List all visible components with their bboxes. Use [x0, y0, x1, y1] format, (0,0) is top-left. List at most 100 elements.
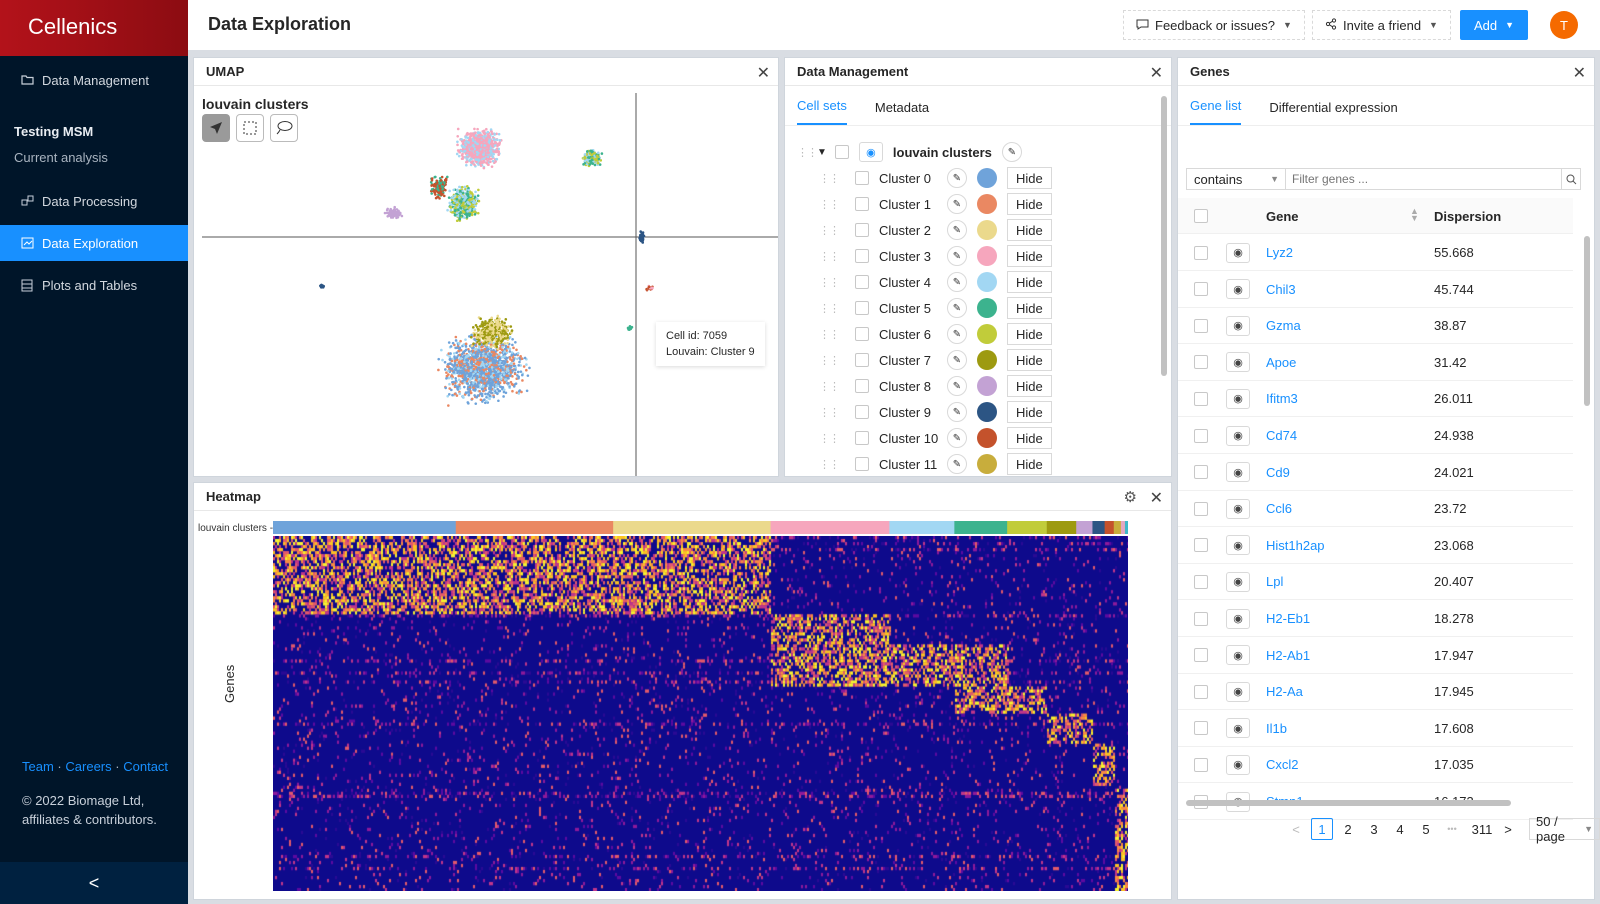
table-row[interactable]: ◉ H2-Aa 17.945	[1178, 674, 1573, 711]
row-checkbox[interactable]	[1194, 574, 1208, 589]
pan-tool-button[interactable]	[202, 114, 230, 142]
gene-name[interactable]: Lpl	[1266, 574, 1284, 590]
cluster-color-swatch[interactable]	[977, 428, 997, 448]
lasso-button[interactable]	[270, 114, 298, 142]
page-4[interactable]: 4	[1396, 821, 1404, 837]
cluster-bar-segment[interactable]	[889, 521, 955, 534]
page-size-select[interactable]: 50 / page ▼	[1529, 814, 1600, 844]
cluster-checkbox[interactable]	[855, 223, 869, 237]
cluster-color-swatch[interactable]	[977, 246, 997, 266]
drag-handle-icon[interactable]: ⋮⋮	[819, 302, 840, 315]
col-dispersion[interactable]: Dispersion	[1434, 209, 1502, 224]
edit-icon[interactable]: ✎	[1001, 142, 1022, 162]
page-1[interactable]: 1	[1311, 818, 1333, 840]
hide-button[interactable]: Hide	[1007, 271, 1052, 293]
cluster-bar-segment[interactable]	[1007, 521, 1048, 534]
cluster-checkbox[interactable]	[855, 275, 869, 289]
eye-icon[interactable]: ◉	[1226, 535, 1250, 556]
ellipsis[interactable]: •••	[1447, 824, 1457, 834]
row-checkbox[interactable]	[1194, 501, 1208, 516]
edit-icon[interactable]: ✎	[947, 246, 967, 266]
cluster-bar-segment[interactable]	[455, 521, 614, 534]
cluster-bar-segment[interactable]	[1124, 521, 1128, 534]
hide-button[interactable]: Hide	[1007, 349, 1052, 371]
eye-icon[interactable]: ◉	[1226, 352, 1250, 373]
select-all-checkbox[interactable]	[1194, 209, 1208, 223]
table-row[interactable]: ◉ Apoe 31.42	[1178, 345, 1573, 381]
row-checkbox[interactable]	[1194, 245, 1208, 260]
cluster-bar-segment[interactable]	[770, 521, 890, 534]
cluster-bar-segment[interactable]	[613, 521, 772, 534]
sidebar-item-data-management[interactable]: Data Management	[0, 62, 188, 98]
row-checkbox[interactable]	[1194, 721, 1208, 736]
cluster-bar-segment[interactable]	[1113, 521, 1122, 534]
row-checkbox[interactable]	[1194, 355, 1208, 370]
avatar[interactable]: T	[1550, 11, 1578, 39]
gene-name[interactable]: Cxcl2	[1266, 757, 1299, 773]
edit-icon[interactable]: ✎	[947, 272, 967, 292]
cluster-checkbox[interactable]	[855, 249, 869, 263]
cluster-checkbox[interactable]	[855, 301, 869, 315]
row-checkbox[interactable]	[1194, 428, 1208, 443]
cluster-checkbox[interactable]	[855, 353, 869, 367]
root-checkbox[interactable]	[834, 145, 849, 159]
close-icon[interactable]: ✕	[1572, 65, 1586, 82]
filter-mode-select[interactable]: contains ▼	[1186, 168, 1286, 190]
drag-handle-icon[interactable]: ⋮⋮	[819, 276, 840, 289]
gear-icon[interactable]: ⚙	[1123, 489, 1137, 506]
cluster-bar-segment[interactable]	[273, 521, 457, 534]
page-last[interactable]: 311	[1471, 821, 1493, 837]
gene-name[interactable]: Chil3	[1266, 281, 1296, 297]
gene-name[interactable]: Ifitm3	[1266, 391, 1298, 407]
row-checkbox[interactable]	[1194, 648, 1208, 663]
gene-name[interactable]: H2-Eb1	[1266, 611, 1311, 626]
table-row[interactable]: ◉ Cxcl2 17.035	[1178, 747, 1573, 784]
gene-name[interactable]: Cd74	[1266, 428, 1298, 443]
table-row[interactable]: ◉ Cd9 24.021	[1178, 455, 1573, 491]
drag-handle-icon[interactable]: ⋮⋮	[819, 406, 840, 419]
eye-icon[interactable]: ◉	[1226, 315, 1250, 336]
col-gene[interactable]: Gene	[1266, 209, 1299, 224]
select-rect-button[interactable]	[236, 114, 264, 142]
gene-name[interactable]: Lyz2	[1266, 245, 1293, 260]
close-icon[interactable]: ✕	[1149, 65, 1163, 82]
eye-icon[interactable]: ◉	[1226, 681, 1250, 702]
cluster-checkbox[interactable]	[855, 327, 869, 341]
cluster-bar-segment[interactable]	[1104, 521, 1115, 534]
table-row[interactable]: ◉ Ccl6 23.72	[1178, 491, 1573, 528]
edit-icon[interactable]: ✎	[947, 402, 967, 422]
edit-icon[interactable]: ✎	[947, 350, 967, 370]
gene-name[interactable]: H2-Ab1	[1266, 647, 1311, 663]
team-link[interactable]: Team	[22, 759, 54, 774]
eye-icon[interactable]: ◉	[858, 142, 883, 162]
hide-button[interactable]: Hide	[1007, 193, 1052, 215]
sidebar-item-data-exploration[interactable]: Data Exploration	[0, 225, 188, 261]
cluster-color-swatch[interactable]	[977, 298, 997, 318]
gene-name[interactable]: H2-Aa	[1266, 684, 1303, 700]
drag-handle-icon[interactable]: ⋮⋮	[819, 458, 840, 471]
gene-name[interactable]: Il1b	[1266, 720, 1287, 736]
row-checkbox[interactable]	[1194, 757, 1208, 772]
gene-name[interactable]: Apoe	[1266, 354, 1297, 370]
gene-name[interactable]: Ccl6	[1266, 501, 1293, 517]
row-checkbox[interactable]	[1194, 465, 1208, 480]
table-row[interactable]: ◉ H2-Ab1 17.947	[1178, 638, 1573, 674]
cluster-color-swatch[interactable]	[977, 168, 997, 188]
drag-handle-icon[interactable]: ⋮⋮	[797, 146, 818, 159]
tab-gene-list[interactable]: Gene list	[1190, 98, 1242, 125]
edit-icon[interactable]: ✎	[947, 298, 967, 318]
cluster-checkbox[interactable]	[855, 405, 869, 419]
row-checkbox[interactable]	[1194, 318, 1208, 333]
sidebar-item-data-processing[interactable]: Data Processing	[0, 183, 188, 219]
edit-icon[interactable]: ✎	[947, 194, 967, 214]
eye-icon[interactable]: ◉	[1226, 388, 1250, 409]
scrollbar[interactable]	[1584, 236, 1590, 406]
sort-icon[interactable]: ▲ ▼	[1410, 206, 1419, 223]
hide-button[interactable]: Hide	[1007, 219, 1052, 241]
cluster-bar-segment[interactable]	[1046, 521, 1077, 534]
umap-plot[interactable]	[194, 88, 778, 476]
table-row[interactable]: ◉ Hist1h2ap 23.068	[1178, 528, 1573, 564]
gene-name[interactable]: Cd9	[1266, 464, 1290, 480]
collapse-sidebar-button[interactable]: <	[0, 862, 188, 904]
edit-icon[interactable]: ✎	[947, 220, 967, 240]
